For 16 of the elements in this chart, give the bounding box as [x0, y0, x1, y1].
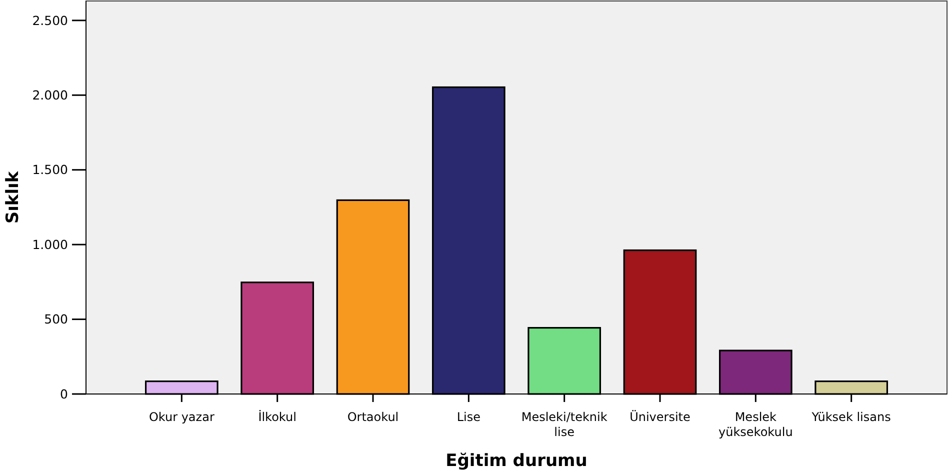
- y-tick-label: 1.500: [32, 162, 68, 178]
- x-tick-label: Üniversite: [630, 410, 690, 424]
- y-axis-title: Sıklık: [3, 170, 23, 224]
- x-tick-label: Mesleki/teknik lise: [521, 410, 608, 439]
- x-axis-title: Eğitim durumu: [446, 451, 588, 471]
- y-tick-label: 1.000: [32, 236, 68, 252]
- x-tick-label: Yüksek lisans: [810, 410, 891, 424]
- x-tick-label: Ortaokul: [347, 410, 399, 424]
- x-tick-label: İlkokul: [258, 410, 296, 424]
- y-tick-label: 0: [60, 386, 68, 402]
- x-tick-label: Lise: [456, 410, 480, 424]
- x-tick-label: Okur yazar: [148, 410, 214, 424]
- y-tick-label: 2.000: [32, 88, 68, 103]
- y-tick-label: 500: [44, 312, 68, 327]
- x-tick-label: Meslek yüksekokulu: [718, 410, 793, 439]
- y-tick-label: 2.500: [32, 12, 68, 28]
